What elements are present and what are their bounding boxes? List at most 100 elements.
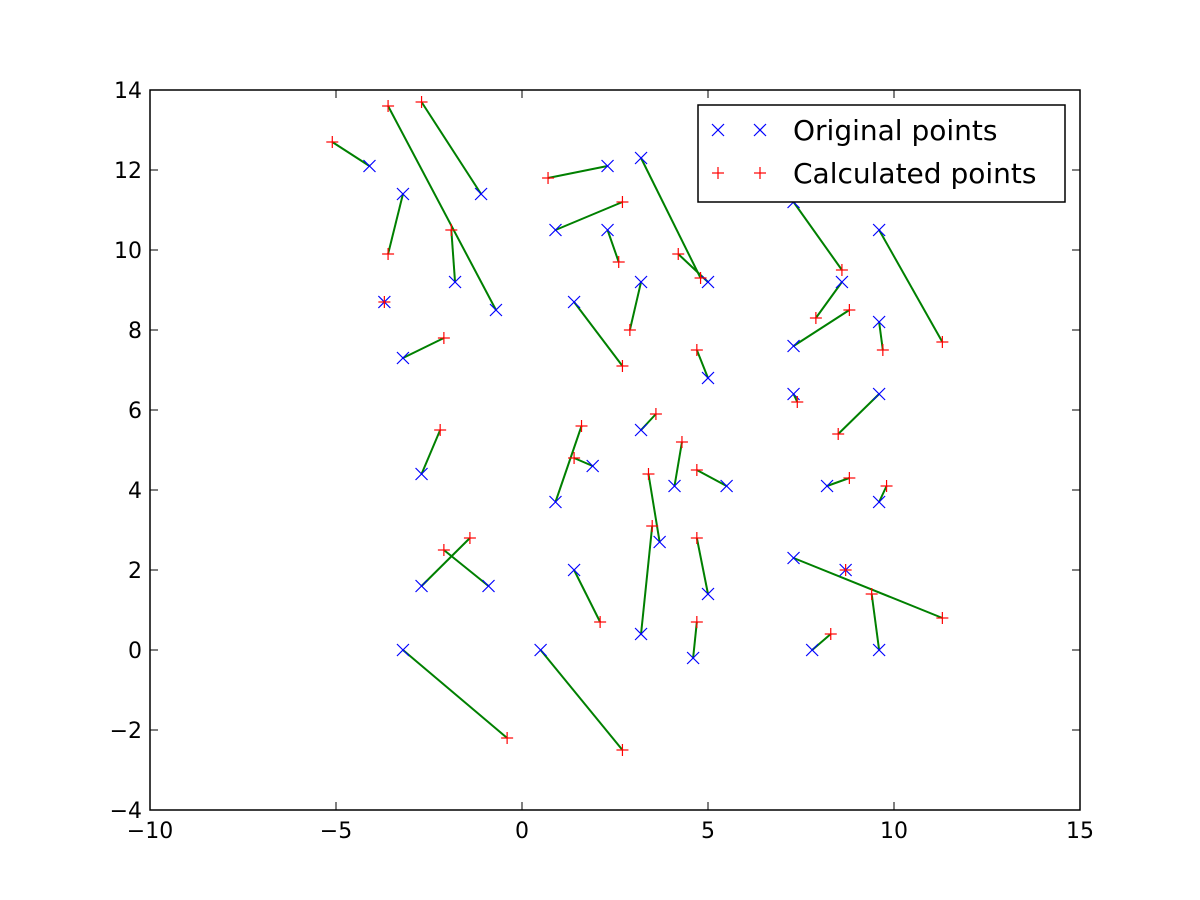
original-point: [448, 275, 462, 289]
connector-line: [815, 281, 843, 319]
calculated-point: [616, 196, 629, 208]
calculated-point: [824, 628, 837, 640]
connector-line: [878, 229, 944, 343]
connector-line: [673, 441, 683, 487]
calculated-point: [445, 224, 458, 236]
calculated-point: [835, 264, 848, 276]
original-point: [634, 627, 648, 641]
calculated-point: [865, 588, 878, 600]
calculated-point: [616, 360, 629, 372]
original-point: [601, 159, 614, 173]
original-point: [489, 303, 503, 317]
calculated-point: [568, 452, 581, 464]
connector-line: [539, 649, 624, 751]
calculated-point: [501, 732, 514, 744]
calculated-point: [694, 272, 707, 284]
calculated-point: [594, 616, 607, 628]
legend-label-calculated: Calculated points: [793, 157, 1036, 190]
connector-line: [793, 557, 943, 619]
y-tick-label: 10: [114, 239, 142, 264]
y-tick-label: 6: [128, 399, 142, 424]
connector-line: [573, 569, 602, 623]
connector-line: [387, 193, 404, 255]
original-point: [534, 643, 548, 657]
calculated-point: [616, 744, 629, 756]
calculated-point: [575, 420, 588, 432]
y-tick-label: 14: [114, 79, 142, 104]
connector-line: [555, 201, 623, 231]
connector-line: [695, 349, 709, 379]
calculated-point: [612, 256, 625, 268]
connector-line: [640, 525, 654, 635]
original-point: [634, 423, 648, 437]
calculated-point: [649, 408, 662, 420]
y-tick-label: −2: [110, 719, 142, 744]
calculated-point: [690, 616, 703, 628]
connector-line: [837, 393, 880, 435]
calculated-point: [791, 396, 804, 408]
original-point: [567, 295, 581, 309]
calculated-point: [437, 332, 450, 344]
original-points: [363, 151, 886, 665]
original-point: [872, 643, 886, 657]
y-tick-label: −4: [110, 799, 142, 824]
x-tick-label: −5: [320, 819, 352, 844]
x-tick-label: 10: [880, 819, 908, 844]
original-point: [634, 151, 648, 165]
x-tick-label: 15: [1066, 819, 1094, 844]
calculated-point: [378, 296, 391, 308]
original-point: [482, 579, 495, 593]
original-point: [634, 275, 648, 289]
calculated-point: [382, 248, 395, 260]
calculated-point: [326, 136, 339, 148]
calculated-point: [675, 436, 688, 448]
legend-original-marker: [711, 123, 767, 137]
plot-frame: [149, 89, 1081, 811]
x-tick-label: 0: [515, 819, 529, 844]
connector-line: [554, 425, 583, 503]
original-point: [872, 387, 886, 401]
calculated-point: [832, 428, 845, 440]
original-point: [805, 643, 819, 657]
legend-calculated-marker-glyph: [712, 167, 724, 179]
legend-original-marker-glyph: [711, 123, 725, 137]
original-point: [701, 587, 715, 601]
y-tick-label: 0: [128, 639, 142, 664]
connector-line: [420, 429, 442, 475]
original-point: [720, 479, 734, 493]
y-tick-label: 4: [128, 479, 142, 504]
legend-original-marker-glyph: [753, 123, 767, 137]
calculated-point: [690, 532, 703, 544]
original-point: [835, 275, 849, 289]
connector-line: [878, 321, 884, 351]
calculated-point: [463, 532, 476, 544]
connector-line: [420, 101, 482, 195]
connector-line: [793, 309, 850, 347]
connector-line: [606, 229, 620, 263]
original-point: [396, 187, 410, 201]
calculated-point: [642, 468, 655, 480]
connector-line: [420, 537, 471, 587]
original-point: [668, 479, 681, 493]
connector-line: [547, 165, 608, 179]
original-point: [872, 315, 886, 329]
connector-line: [695, 537, 709, 595]
original-point: [549, 223, 562, 237]
calculated-point: [843, 472, 856, 484]
original-point: [396, 643, 410, 657]
connector-line: [628, 281, 643, 331]
y-tick-label: 12: [114, 159, 142, 184]
legend-calculated-marker: [712, 167, 766, 179]
connector-line: [331, 141, 371, 167]
connector-lines: [331, 101, 944, 751]
calculated-point: [542, 172, 555, 184]
calculated-point: [646, 520, 659, 532]
connector-line: [640, 157, 702, 279]
calculated-point: [623, 324, 636, 336]
original-point: [549, 495, 562, 509]
legend: Original points Calculated points: [697, 104, 1066, 203]
calculated-point: [809, 312, 822, 324]
legend-calculated-marker-glyph: [754, 167, 766, 179]
original-point: [872, 223, 886, 237]
